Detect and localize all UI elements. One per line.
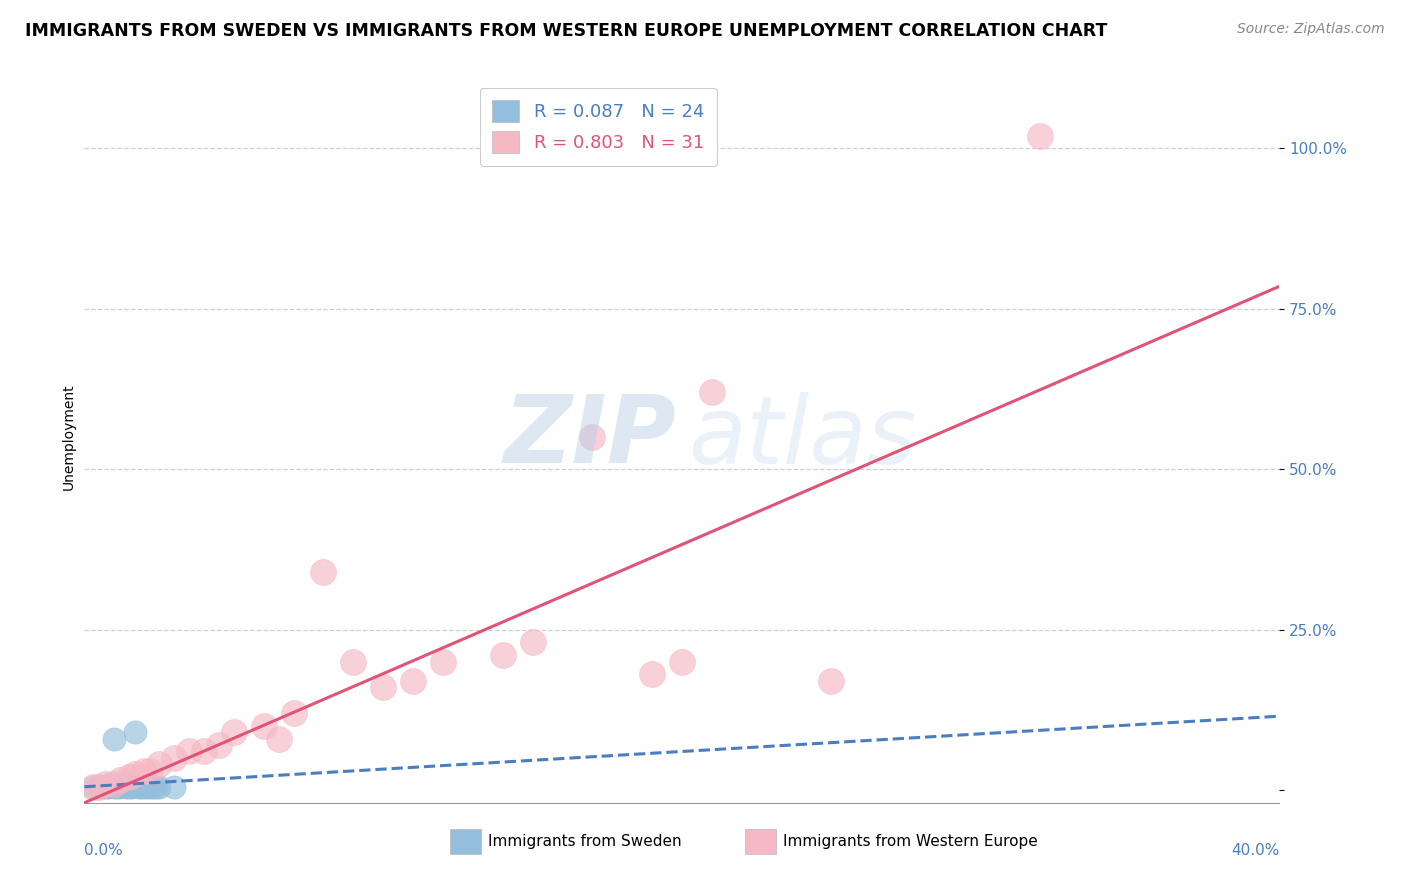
Point — [193, 744, 215, 758]
Point — [1029, 128, 1052, 143]
Point — [312, 565, 335, 579]
Point — [267, 731, 290, 746]
Point — [177, 744, 200, 758]
Point — [127, 780, 149, 794]
Text: Source: ZipAtlas.com: Source: ZipAtlas.com — [1237, 22, 1385, 37]
Point — [145, 780, 167, 794]
Point — [100, 776, 122, 790]
Point — [222, 725, 245, 739]
Point — [82, 780, 104, 794]
Point — [163, 751, 186, 765]
Text: 40.0%: 40.0% — [1232, 843, 1279, 858]
Point — [91, 780, 114, 794]
Legend: R = 0.087   N = 24, R = 0.803   N = 31: R = 0.087 N = 24, R = 0.803 N = 31 — [479, 87, 717, 166]
Point — [89, 780, 111, 794]
Point — [121, 780, 143, 794]
Point — [283, 706, 305, 720]
Point — [581, 430, 603, 444]
Point — [103, 731, 125, 746]
Text: 0.0%: 0.0% — [84, 843, 124, 858]
Point — [115, 780, 138, 794]
Point — [641, 667, 664, 681]
Point — [402, 673, 425, 688]
Point — [820, 673, 842, 688]
Point — [136, 780, 159, 794]
Point — [373, 681, 395, 695]
Y-axis label: Unemployment: Unemployment — [62, 384, 76, 491]
Point — [342, 655, 364, 669]
Point — [110, 780, 132, 794]
Text: Immigrants from Sweden: Immigrants from Sweden — [488, 834, 682, 848]
Point — [97, 780, 120, 794]
Text: Immigrants from Western Europe: Immigrants from Western Europe — [783, 834, 1038, 848]
Text: IMMIGRANTS FROM SWEDEN VS IMMIGRANTS FROM WESTERN EUROPE UNEMPLOYMENT CORRELATIO: IMMIGRANTS FROM SWEDEN VS IMMIGRANTS FRO… — [25, 22, 1108, 40]
Point — [103, 776, 125, 790]
Point — [671, 655, 693, 669]
Point — [700, 385, 723, 400]
Point — [492, 648, 515, 663]
Point — [118, 770, 141, 784]
Text: atlas: atlas — [688, 392, 917, 483]
Point — [253, 719, 276, 733]
Text: ZIP: ZIP — [503, 391, 676, 483]
Point — [148, 780, 170, 794]
Point — [132, 780, 156, 794]
Point — [163, 780, 186, 794]
Point — [94, 776, 117, 790]
Point — [82, 780, 104, 794]
Point — [522, 635, 544, 649]
Point — [139, 764, 162, 778]
Point — [432, 655, 454, 669]
Point — [110, 773, 132, 788]
Point — [124, 725, 146, 739]
Point — [129, 780, 152, 794]
Point — [142, 780, 165, 794]
Point — [139, 780, 162, 794]
Point — [148, 757, 170, 772]
Point — [105, 780, 128, 794]
Point — [94, 780, 117, 794]
Point — [208, 738, 231, 752]
Point — [132, 764, 156, 778]
Point — [103, 780, 125, 794]
Point — [118, 780, 141, 794]
Point — [112, 776, 135, 790]
Point — [124, 767, 146, 781]
Point — [89, 780, 111, 794]
